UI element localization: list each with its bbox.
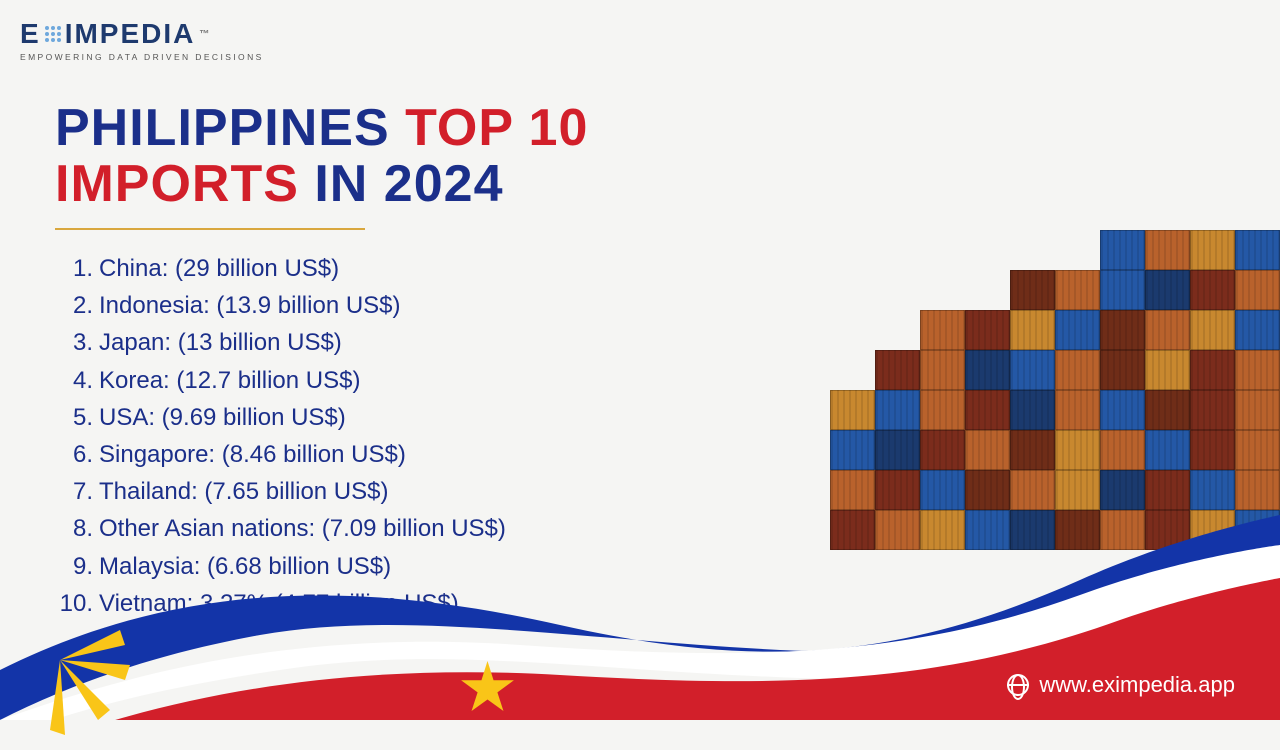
list-rank: 9. [55,548,99,585]
list-rank: 8. [55,510,99,547]
list-text: Vietnam: 3.27% (4.77 billion US$) [99,585,459,622]
list-text: Japan: (13 billion US$) [99,324,342,361]
url-text: www.eximpedia.app [1039,672,1235,698]
list-text: Singapore: (8.46 billion US$) [99,436,406,473]
star-icon [460,661,515,716]
list-rank: 3. [55,324,99,361]
list-rank: 10. [55,585,99,622]
list-item: 10.Vietnam: 3.27% (4.77 billion US$) [55,585,506,622]
logo-tagline: EMPOWERING DATA DRIVEN DECISIONS [20,52,264,62]
imports-list: 1.China: (29 billion US$)2.Indonesia: (1… [55,250,506,622]
list-text: Korea: (12.7 billion US$) [99,362,360,399]
list-text: Malaysia: (6.68 billion US$) [99,548,391,585]
logo-dots-icon [45,26,61,42]
list-text: Thailand: (7.65 billion US$) [99,473,389,510]
list-item: 2.Indonesia: (13.9 billion US$) [55,287,506,324]
list-rank: 2. [55,287,99,324]
list-item: 1.China: (29 billion US$) [55,250,506,287]
list-text: Indonesia: (13.9 billion US$) [99,287,401,324]
globe-icon [1007,674,1029,696]
list-rank: 1. [55,250,99,287]
list-item: 9.Malaysia: (6.68 billion US$) [55,548,506,585]
list-item: 7.Thailand: (7.65 billion US$) [55,473,506,510]
page-title: PHILIPPINES TOP 10 IMPORTS IN 2024 [55,100,588,212]
list-item: 6.Singapore: (8.46 billion US$) [55,436,506,473]
list-item: 3.Japan: (13 billion US$) [55,324,506,361]
title-underline [55,228,365,230]
list-item: 8.Other Asian nations: (7.09 billion US$… [55,510,506,547]
logo-text: E IMPEDIA ™ [20,18,264,50]
list-rank: 6. [55,436,99,473]
list-text: Other Asian nations: (7.09 billion US$) [99,510,506,547]
list-item: 5.USA: (9.69 billion US$) [55,399,506,436]
list-text: USA: (9.69 billion US$) [99,399,346,436]
shipping-containers-illustration [830,190,1280,550]
footer-url: www.eximpedia.app [1007,672,1235,698]
brand-logo: E IMPEDIA ™ EMPOWERING DATA DRIVEN DECIS… [20,18,264,62]
list-rank: 4. [55,362,99,399]
list-item: 4.Korea: (12.7 billion US$) [55,362,506,399]
list-rank: 7. [55,473,99,510]
list-rank: 5. [55,399,99,436]
list-text: China: (29 billion US$) [99,250,339,287]
